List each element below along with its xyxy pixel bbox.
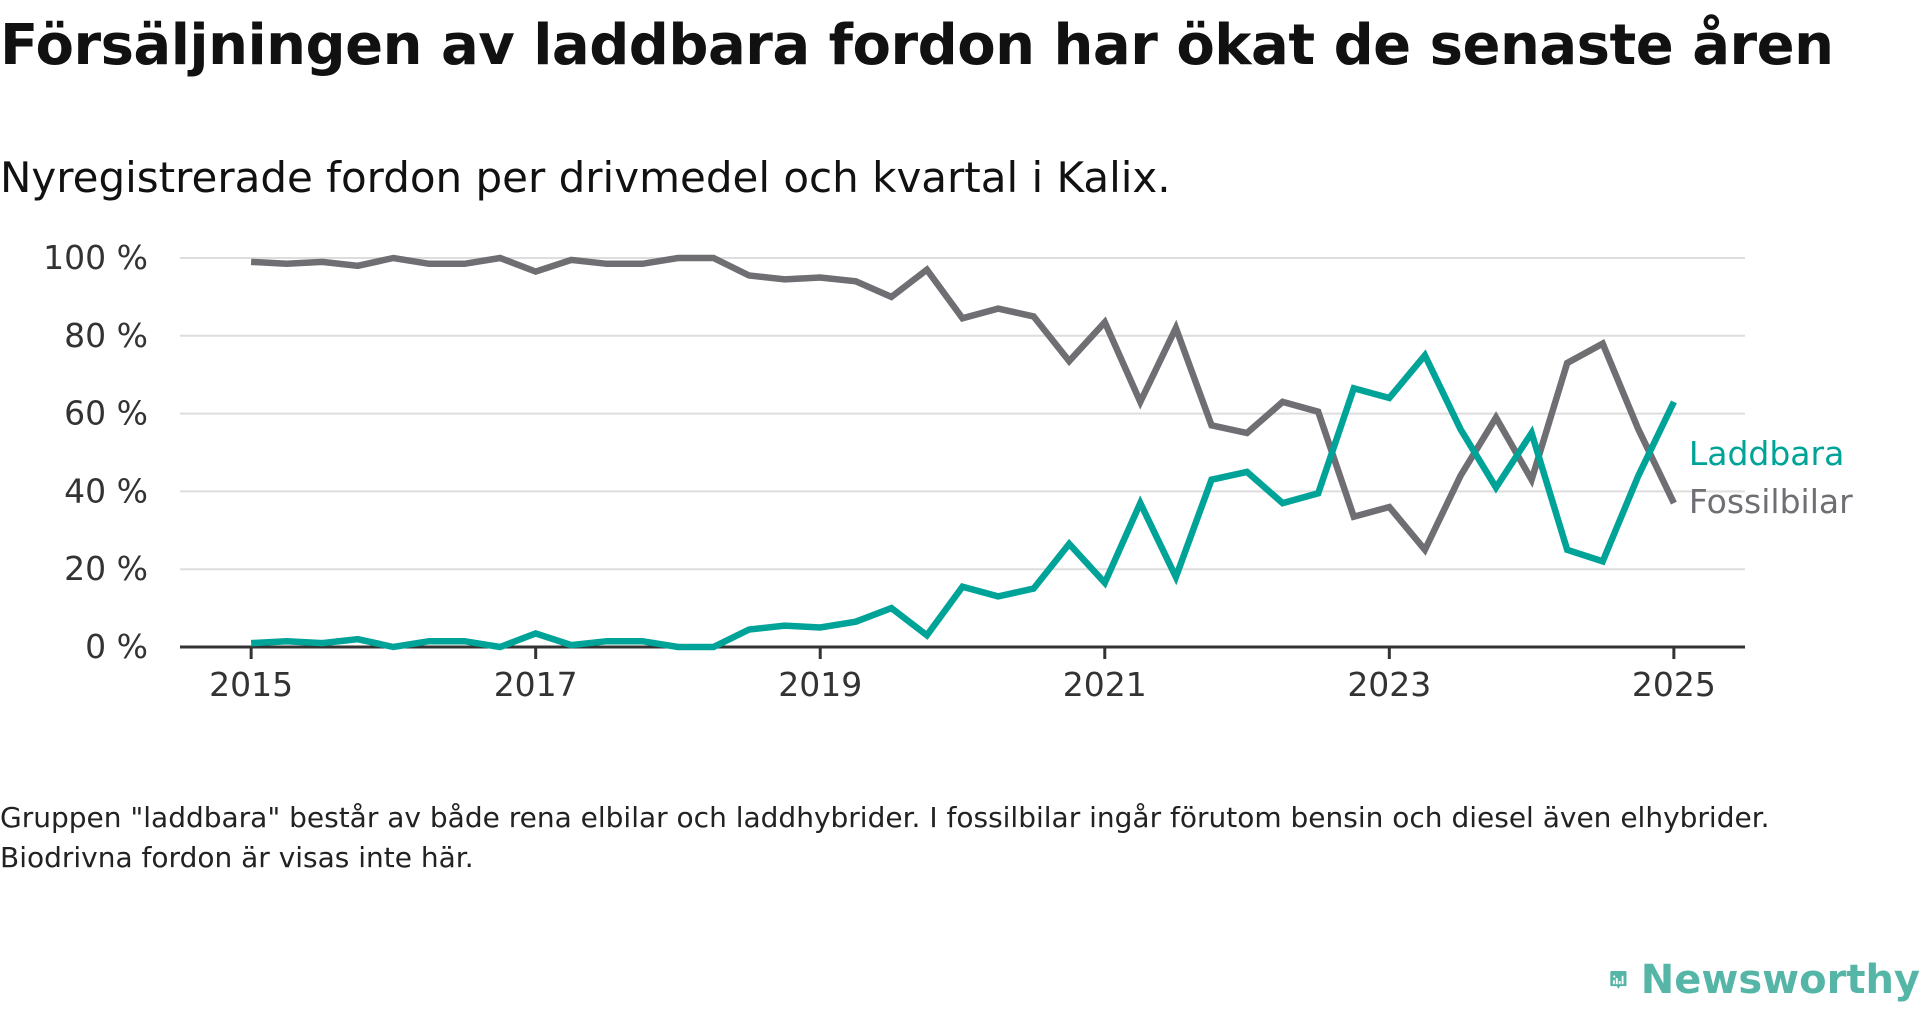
- x-tick-label: 2017: [494, 665, 578, 704]
- x-tick-label: 2019: [778, 665, 862, 704]
- series-lines: [250, 254, 1677, 651]
- newsworthy-logo-icon: [1610, 970, 1627, 990]
- y-tick-label: 0 %: [85, 627, 148, 666]
- y-tick-label: 80 %: [64, 316, 148, 355]
- brand-logo: Newsworthy: [1610, 950, 1920, 1010]
- x-tick-label: 2015: [209, 665, 293, 704]
- series-line-laddbara: [250, 349, 1677, 651]
- y-tick-label: 100 %: [43, 238, 148, 277]
- gridlines: [180, 257, 1745, 571]
- y-tick-label: 40 %: [64, 471, 148, 510]
- axes: 0 % 20 % 40 % 60 % 80 % 100 % 2015 2017 2019 2021…: [43, 238, 1745, 704]
- line-chart: 0 % 20 % 40 % 60 % 80 % 100 % 2015 2017 2019 2021…: [43, 238, 1853, 704]
- brand-name: Newsworthy: [1640, 957, 1920, 1003]
- series-line-fossilbilar: [250, 254, 1677, 556]
- chart-subtitle: Nyregistrerade fordon per drivmedel och …: [0, 153, 1171, 202]
- x-tick-label: 2023: [1347, 665, 1431, 704]
- series-labels: Laddbara Fossilbilar: [1689, 434, 1853, 521]
- y-tick-label: 60 %: [64, 394, 148, 433]
- x-tick-label: 2025: [1632, 665, 1716, 704]
- chart-title: Försäljningen av laddbara fordon har öka…: [0, 13, 1834, 78]
- series-label-laddbara: Laddbara: [1689, 434, 1844, 473]
- series-label-fossilbilar: Fossilbilar: [1689, 482, 1853, 521]
- footnote: Gruppen "laddbara" består av både rena e…: [0, 801, 1770, 874]
- x-tick-label: 2021: [1063, 665, 1147, 704]
- y-tick-label: 20 %: [64, 549, 148, 588]
